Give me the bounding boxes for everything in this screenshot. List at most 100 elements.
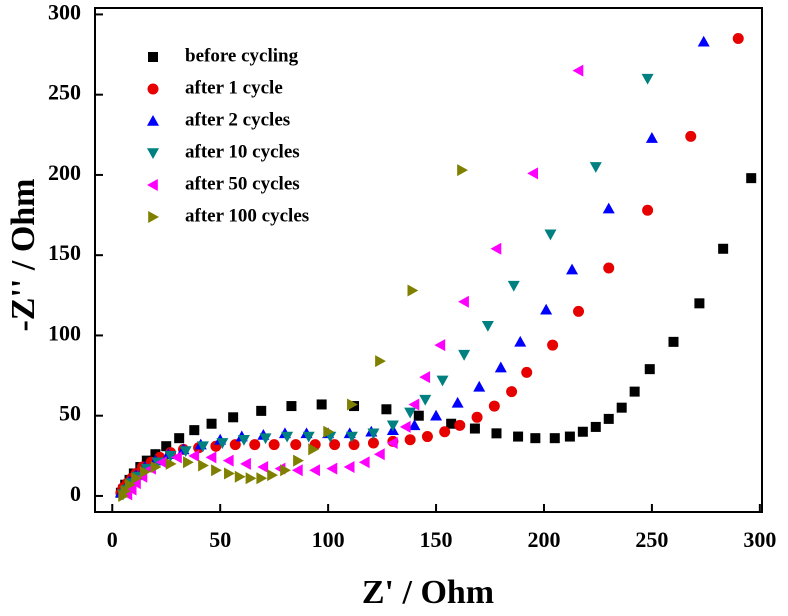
data-point bbox=[602, 202, 615, 214]
data-point bbox=[281, 431, 294, 443]
data-point bbox=[131, 472, 143, 485]
data-point bbox=[407, 284, 419, 297]
data-point bbox=[347, 398, 358, 411]
data-point bbox=[249, 439, 261, 451]
data-point bbox=[165, 457, 177, 470]
data-point bbox=[206, 418, 217, 429]
legend-marker bbox=[148, 52, 158, 62]
data-point bbox=[125, 483, 137, 496]
data-point bbox=[564, 431, 575, 442]
data-point bbox=[566, 263, 579, 275]
y-tick-label: 200 bbox=[48, 160, 81, 185]
data-point bbox=[155, 456, 167, 469]
data-point bbox=[603, 262, 615, 274]
data-point bbox=[164, 451, 177, 462]
data-point bbox=[513, 431, 524, 442]
data-point bbox=[694, 298, 705, 309]
data-point bbox=[408, 419, 421, 431]
data-point bbox=[491, 428, 502, 439]
data-point bbox=[573, 305, 585, 317]
data-point bbox=[421, 431, 433, 443]
x-tick-label: 200 bbox=[527, 527, 560, 552]
data-point bbox=[506, 386, 518, 398]
data-point bbox=[196, 441, 209, 453]
data-point bbox=[603, 413, 614, 424]
data-point bbox=[120, 485, 132, 498]
data-point bbox=[267, 469, 279, 482]
data-point bbox=[198, 459, 209, 472]
y-tick-label: 250 bbox=[48, 80, 81, 105]
data-point bbox=[381, 404, 392, 415]
data-point bbox=[488, 400, 500, 412]
data-point bbox=[286, 401, 297, 412]
data-point bbox=[228, 412, 239, 423]
legend-marker bbox=[147, 115, 159, 126]
data-point bbox=[224, 467, 235, 480]
data-point bbox=[205, 451, 217, 464]
data-point bbox=[454, 419, 466, 431]
x-axis-title: Z' / Ohm bbox=[362, 574, 494, 611]
data-point bbox=[171, 451, 182, 464]
data-point bbox=[326, 462, 338, 475]
data-point bbox=[367, 428, 380, 440]
data-point bbox=[641, 73, 654, 85]
y-tick-label: 0 bbox=[70, 481, 81, 506]
data-point bbox=[547, 339, 559, 351]
data-point bbox=[290, 439, 302, 451]
data-point bbox=[413, 410, 424, 421]
data-point bbox=[419, 371, 431, 384]
data-point bbox=[256, 405, 267, 416]
legend-marker bbox=[147, 83, 159, 95]
data-point bbox=[302, 431, 315, 443]
legend-text: before cycling bbox=[185, 45, 299, 66]
data-point bbox=[399, 420, 411, 433]
legend-marker bbox=[147, 148, 159, 159]
data-point bbox=[404, 434, 416, 446]
data-point bbox=[211, 464, 222, 477]
data-point bbox=[732, 32, 744, 44]
data-point bbox=[494, 361, 507, 373]
data-point bbox=[268, 439, 280, 451]
data-point bbox=[316, 399, 327, 410]
data-point bbox=[481, 321, 494, 332]
data-point bbox=[189, 425, 200, 436]
data-point bbox=[308, 443, 320, 456]
y-axis-title: -Z'' / Ohm bbox=[5, 178, 42, 331]
data-point bbox=[644, 364, 655, 375]
data-point bbox=[408, 398, 420, 411]
data-point bbox=[469, 423, 480, 434]
data-point bbox=[530, 433, 541, 444]
data-point bbox=[549, 433, 560, 444]
x-tick-label: 50 bbox=[209, 527, 231, 552]
data-point bbox=[430, 409, 443, 421]
data-point bbox=[259, 433, 272, 445]
data-point bbox=[473, 380, 486, 392]
data-point bbox=[229, 439, 241, 451]
data-point bbox=[293, 454, 304, 467]
data-point bbox=[490, 242, 502, 255]
data-point bbox=[458, 295, 469, 308]
y-tick-label: 300 bbox=[48, 0, 81, 24]
data-point bbox=[434, 339, 446, 352]
data-point bbox=[590, 421, 601, 432]
data-point bbox=[718, 243, 729, 254]
data-point bbox=[668, 336, 679, 347]
data-point bbox=[436, 375, 449, 387]
data-point bbox=[527, 167, 538, 180]
data-point bbox=[216, 438, 229, 449]
data-point bbox=[697, 35, 710, 47]
data-point bbox=[174, 433, 185, 444]
data-point bbox=[343, 461, 355, 474]
data-point bbox=[616, 402, 627, 413]
data-point bbox=[188, 449, 200, 462]
data-point bbox=[685, 130, 697, 142]
data-point bbox=[240, 457, 251, 470]
data-point bbox=[629, 386, 640, 397]
legend-text: after 100 cycles bbox=[185, 205, 309, 226]
data-point bbox=[458, 349, 471, 361]
data-point bbox=[150, 461, 162, 474]
legend-text: after 1 cycle bbox=[185, 77, 283, 98]
y-tick-label: 150 bbox=[48, 240, 81, 265]
data-point bbox=[373, 448, 385, 461]
data-point bbox=[386, 436, 398, 449]
